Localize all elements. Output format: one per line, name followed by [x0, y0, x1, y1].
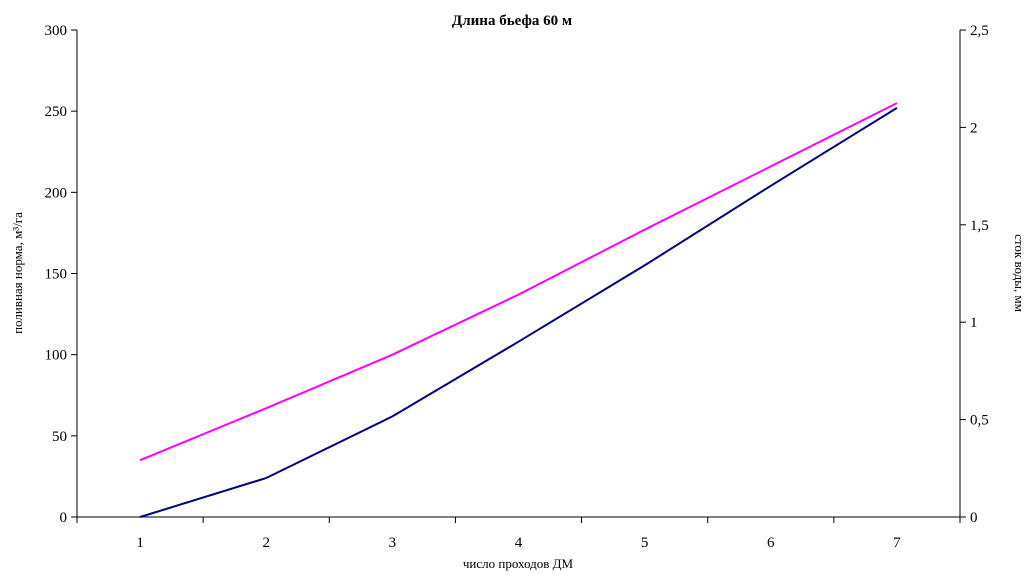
right-y-tick-label: 1,5: [970, 218, 989, 234]
x-tick-label: 5: [641, 535, 649, 551]
left-y-tick-label: 150: [45, 267, 68, 283]
right-y-tick-label: 1: [970, 315, 978, 331]
series-group: [139, 102, 898, 518]
left-y-tick-label: 250: [45, 104, 68, 120]
right-y-tick-label: 2: [970, 120, 978, 136]
x-tick-label: 4: [515, 535, 523, 551]
right-y-axis-title: сток воды, мм: [1012, 234, 1024, 312]
x-axis: 1 2 3 4 5 6 7: [76, 516, 961, 551]
left-y-tick-label: 200: [45, 185, 68, 201]
left-y-axis-title: поливная норма, м³/га: [10, 212, 25, 334]
left-y-tick-label: 0: [60, 510, 68, 526]
x-axis-title: число проходов ДМ: [463, 556, 574, 571]
left-y-tick-label: 300: [45, 23, 68, 39]
left-y-tick-label: 50: [52, 429, 67, 445]
x-tick-label: 1: [136, 535, 144, 551]
x-tick-label: 7: [893, 535, 901, 551]
right-y-tick-label: 2,5: [970, 23, 989, 39]
series-line-1: [139, 102, 898, 462]
left-y-axis: 0 50 100 150 200 250 300: [45, 23, 78, 526]
right-y-axis: 0 0,5 1 1,5 2 2,5: [959, 23, 989, 526]
x-tick-label: 6: [767, 535, 775, 551]
x-tick-label: 2: [262, 535, 270, 551]
series-line-2: [139, 107, 898, 518]
right-y-tick-label: 0,5: [970, 413, 989, 429]
chart-title: Длина бьефа 60 м: [452, 13, 572, 29]
x-tick-label: 3: [389, 535, 397, 551]
left-y-tick-label: 100: [45, 348, 68, 364]
right-y-tick-label: 0: [970, 510, 978, 526]
